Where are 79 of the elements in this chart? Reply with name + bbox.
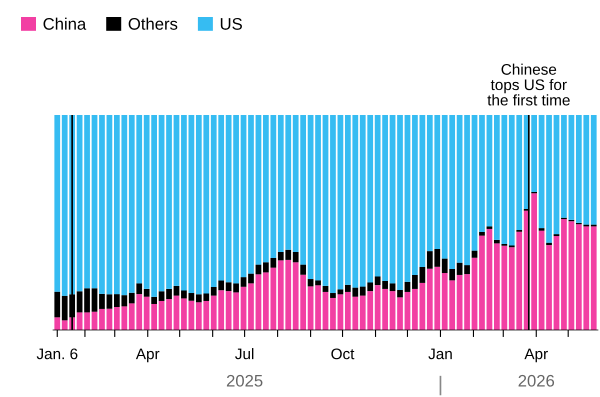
bar [203,293,210,301]
bar [203,300,210,330]
bar [360,296,366,330]
bar [360,286,366,296]
bar [479,232,485,236]
bar [583,115,590,225]
bar [292,252,299,262]
legend-label: Others [128,18,178,30]
bar [292,115,299,252]
x2-tick-label: 2025 [226,374,262,387]
bar [590,115,597,225]
bar [352,296,358,330]
bar [426,268,433,330]
bar [516,115,522,230]
bar [62,115,68,296]
bar [210,287,217,296]
bar [367,291,374,330]
bar [426,115,433,252]
bar [62,296,68,320]
bar [203,115,210,294]
bar [54,317,60,330]
bar [278,260,284,330]
bar [136,115,142,284]
bar [352,115,358,288]
bar [292,262,299,330]
bar [54,115,60,292]
bar [128,292,135,304]
bar [128,303,135,330]
bar [516,232,522,330]
bar [367,282,374,292]
bar [136,294,142,330]
bar [367,115,374,282]
bar [434,248,440,267]
x-tick-label: Jan. 6 [36,348,78,360]
bar [121,306,128,330]
bar [442,258,448,274]
bar [590,226,597,330]
bar [434,115,440,249]
bar [121,115,128,296]
bar [218,115,224,281]
bar [218,280,224,290]
bar [538,228,544,231]
legend-label: China [44,18,86,30]
bar [508,115,515,246]
bar [434,266,440,330]
ref-line-label: Chinese tops US for the first time [487,64,570,106]
bar [494,240,500,244]
bar [210,115,217,287]
x-tick-label: Apr [524,348,548,362]
bar [285,260,292,330]
legend-label: US [220,18,242,30]
x-tick-label: Oct [331,348,354,360]
bar [546,242,552,246]
bar [285,250,292,260]
bar [218,290,224,330]
bar [583,226,590,330]
x-tick-label: Apr [136,348,160,362]
bar [472,250,478,258]
bar [300,264,306,275]
bar [322,286,328,292]
bar [360,115,366,287]
bar [508,247,515,330]
x2-tick-label: 2026 [518,374,554,387]
bar [144,288,150,297]
bar [426,251,433,269]
bar [278,115,284,252]
bar [442,273,448,330]
bar [121,295,128,306]
bar [128,115,135,293]
bar [352,288,358,297]
bar [278,252,284,260]
bar [54,292,60,318]
bar [210,296,217,330]
bar [442,115,448,259]
bar [136,283,142,294]
x-tick-label: Jul [235,348,254,360]
bar [285,115,292,250]
x-tick-label: Jan [428,348,452,360]
bar [486,226,492,229]
